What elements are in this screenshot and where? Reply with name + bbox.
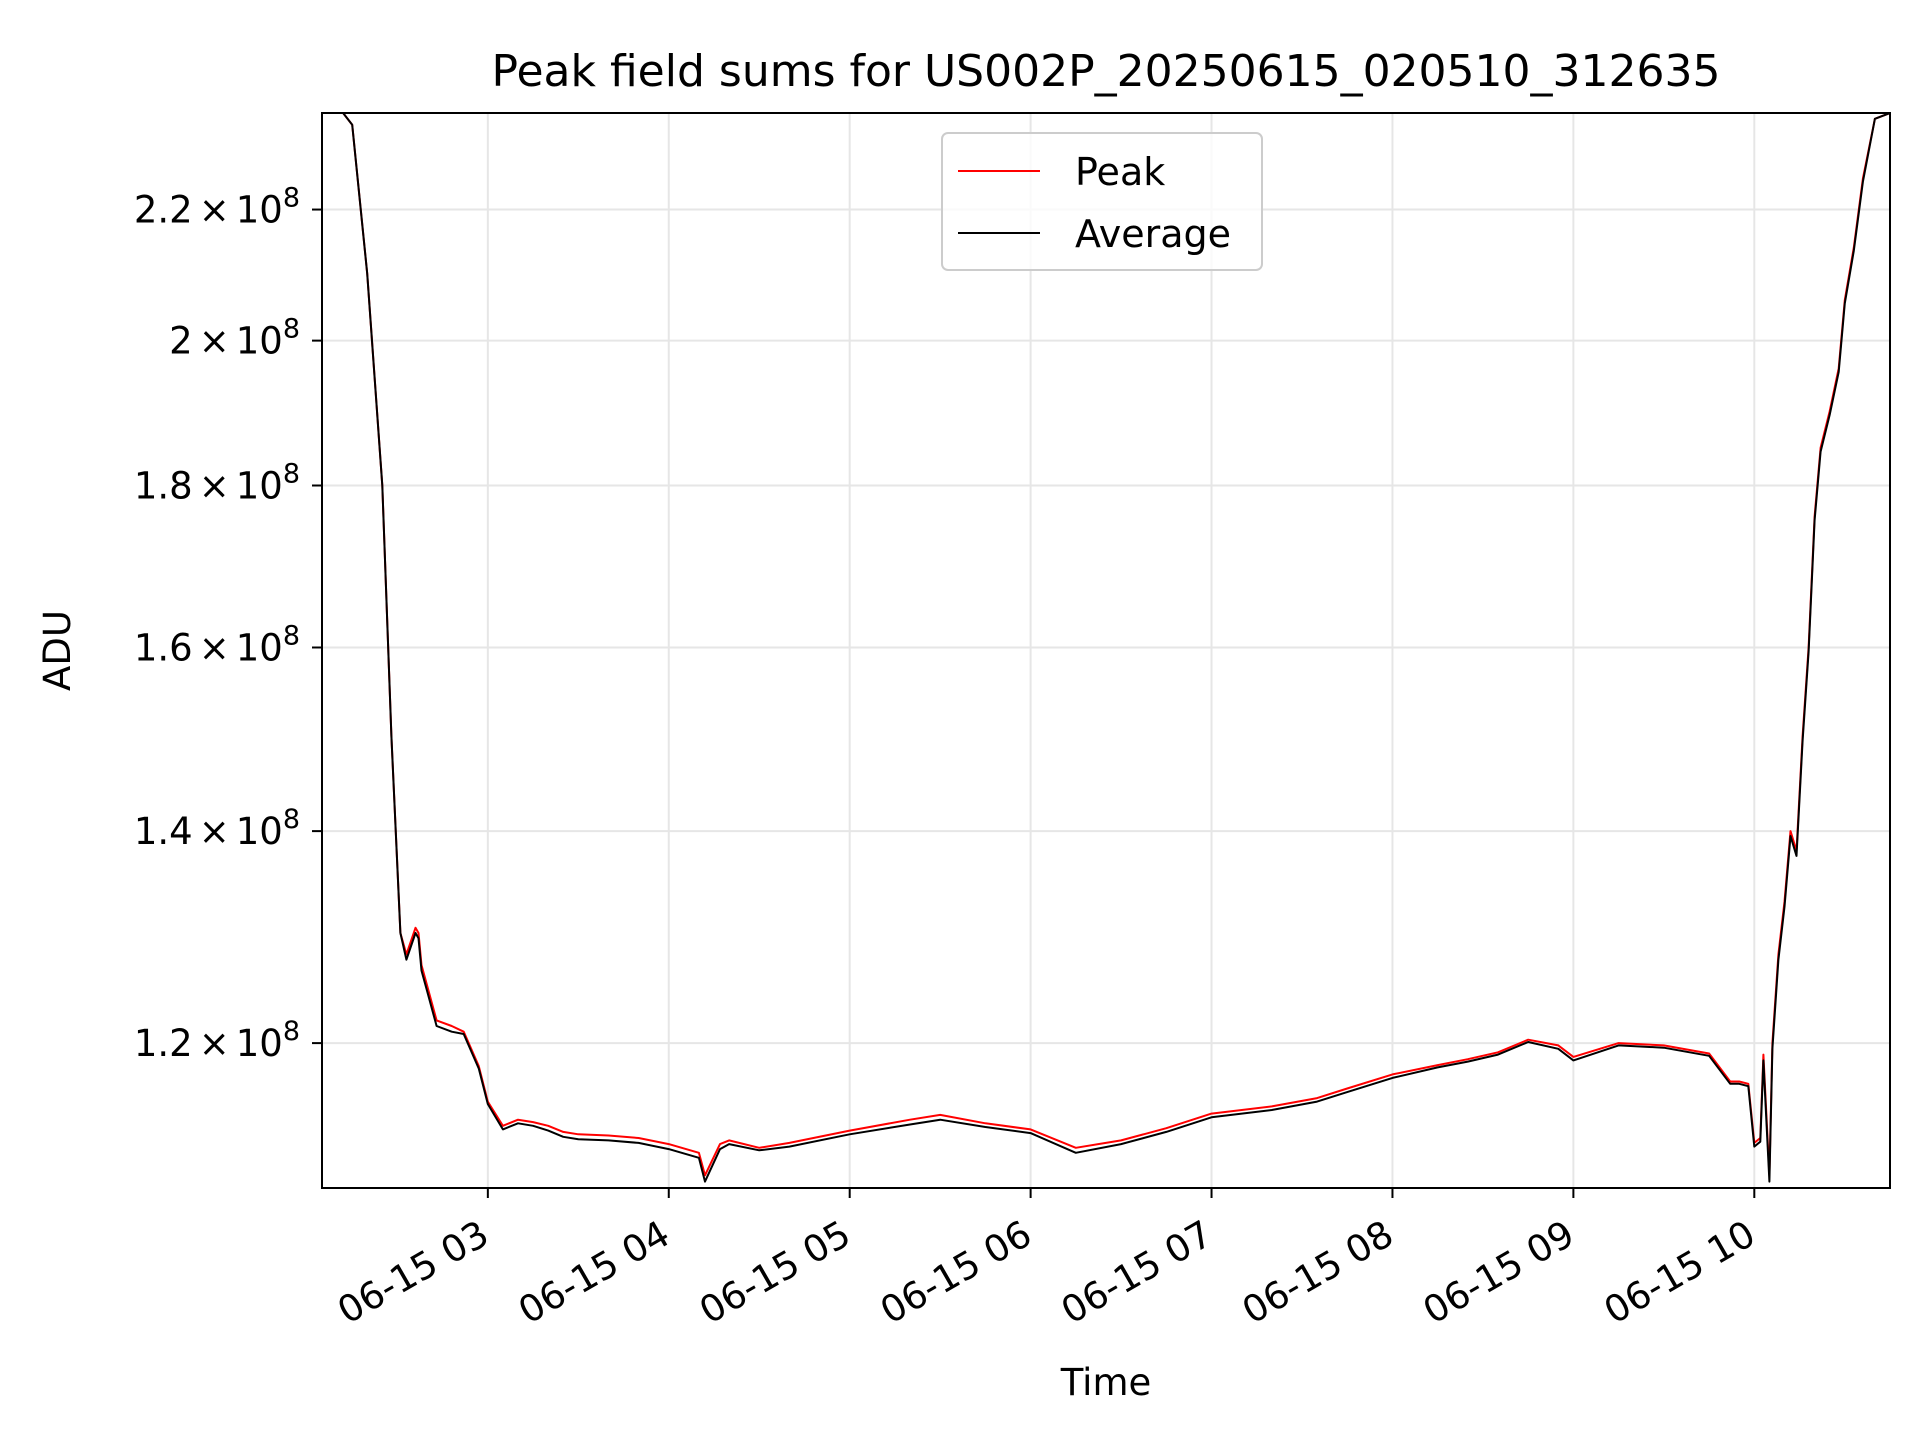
chart-title: Peak field sums for US002P_20250615_0205… (492, 46, 1721, 97)
y-tick-times: × (199, 320, 230, 363)
y-axis-label: ADU (36, 610, 79, 691)
y-tick-mantissa: 1.8 (134, 465, 193, 508)
y-tick-times: × (199, 1022, 230, 1065)
y-tick-exponent: 8 (283, 620, 300, 651)
y-tick-exponent: 8 (283, 183, 300, 214)
y-tick-exponent: 8 (283, 804, 300, 835)
plot-frame (321, 112, 1891, 1189)
y-tick-base: 10 (236, 626, 283, 669)
y-tick-base: 10 (236, 465, 283, 508)
y-tick-label: 1.4 × 108 (134, 804, 300, 853)
y-tick-mantissa: 1.6 (134, 626, 193, 669)
y-tick-label: 1.2 × 108 (134, 1016, 300, 1065)
y-tick-mantissa: 1.4 (134, 810, 193, 853)
legend-label-average: Average (1075, 212, 1231, 256)
x-axis-label: Time (1060, 1361, 1152, 1404)
legend-box (941, 132, 1263, 271)
y-tick-base: 10 (236, 320, 283, 363)
y-tick-exponent: 8 (283, 314, 300, 345)
y-tick-times: × (199, 465, 230, 508)
y-tick-times: × (199, 626, 230, 669)
y-tick-base: 10 (236, 189, 283, 232)
y-tick-exponent: 8 (283, 1016, 300, 1047)
y-tick-exponent: 8 (283, 459, 300, 490)
legend: Peak Average (941, 132, 1263, 271)
y-tick-times: × (199, 810, 230, 853)
y-tick-mantissa: 1.2 (134, 1022, 193, 1065)
y-tick-times: × (199, 189, 230, 232)
y-tick-base: 10 (236, 1022, 283, 1065)
series-line-average (322, 113, 1890, 1183)
y-tick-label: 1.6 × 108 (134, 620, 300, 669)
series-lines (322, 113, 1890, 1183)
y-tick-label: 2.2 × 108 (134, 183, 300, 232)
y-tick-mantissa: 2 (169, 320, 193, 363)
y-tick-label: 1.8 × 108 (134, 459, 300, 508)
y-tick-base: 10 (236, 810, 283, 853)
y-tick-mantissa: 2.2 (134, 189, 193, 232)
legend-label-peak: Peak (1075, 150, 1165, 194)
y-tick-label: 2 × 108 (169, 314, 300, 363)
